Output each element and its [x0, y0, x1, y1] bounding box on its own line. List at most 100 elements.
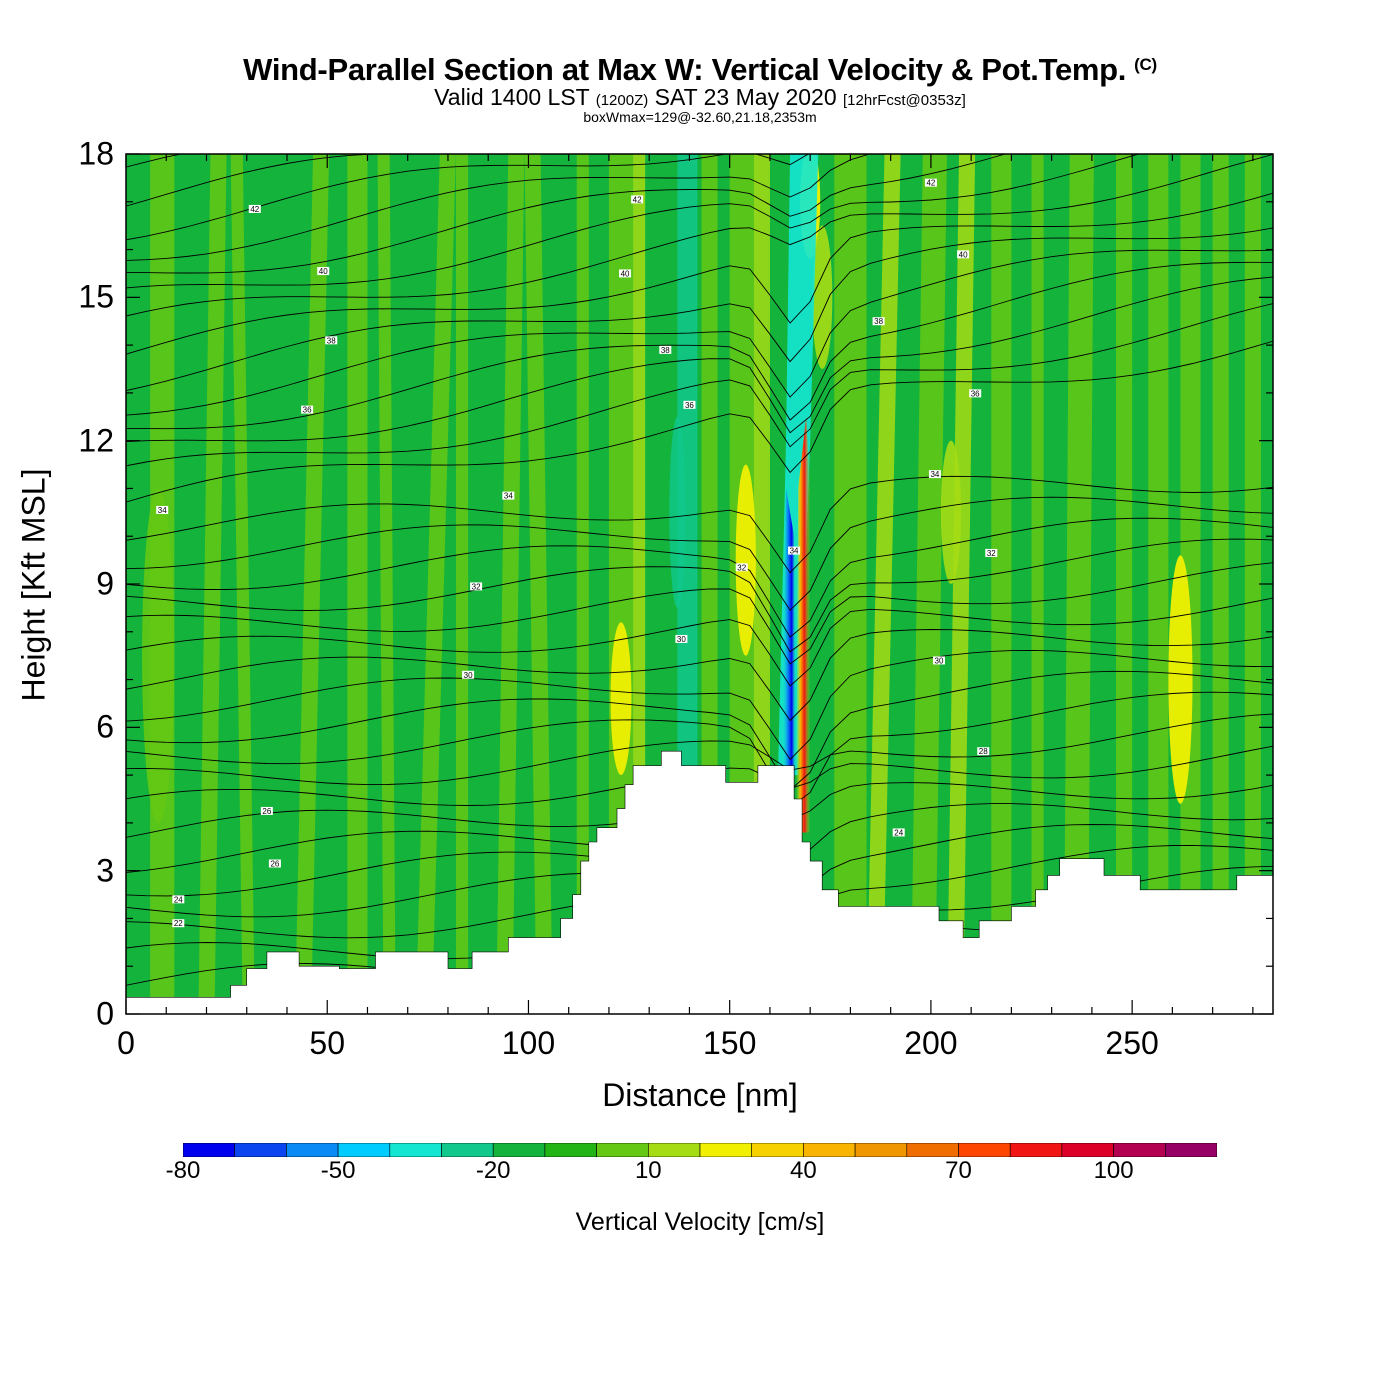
theta-contour	[126, 691, 1273, 809]
svg-text:40: 40	[621, 269, 630, 278]
box-wmax-info: boxWmax=129@-32.60,21.18,2353m	[583, 109, 817, 125]
theta-contour	[126, 0, 1273, 135]
svg-text:24: 24	[894, 828, 903, 837]
colorbar-tick-label: 70	[945, 1157, 972, 1184]
colorbar-swatch	[183, 1143, 236, 1157]
weak-downdraft-area	[669, 416, 686, 608]
contour-label: 36	[301, 405, 314, 415]
contour-label: 26	[260, 806, 273, 816]
weak-updraft-area	[940, 440, 962, 584]
colorbar-swatch	[1009, 1143, 1063, 1157]
velocity-streak	[910, 154, 947, 1014]
contour-label: 38	[872, 317, 885, 326]
downdraft-core	[782, 488, 797, 776]
copyright-mark: (C)	[1134, 55, 1157, 74]
chart-subtitle: Valid 1400 LST (1200Z) SAT 23 May 2020 […	[434, 84, 966, 110]
weak-updraft-area	[142, 488, 175, 823]
colorbar-tick-label: -80	[165, 1157, 201, 1184]
contour-label: 32	[470, 582, 483, 591]
y-tick-label: 12	[78, 422, 114, 459]
svg-text:32: 32	[987, 549, 996, 558]
theta-contour	[126, 303, 1273, 467]
theta-contour	[126, 562, 1273, 665]
svg-text:38: 38	[661, 346, 670, 355]
svg-text:24: 24	[174, 895, 183, 904]
theta-contour	[126, 340, 1273, 503]
svg-text:40: 40	[319, 267, 328, 276]
velocity-streak	[295, 154, 330, 1014]
weak-updraft-area	[735, 464, 756, 656]
updraft-core	[796, 416, 811, 833]
y-tick-label: 18	[78, 135, 114, 172]
theta-contour	[126, 629, 1273, 722]
svg-text:26: 26	[270, 860, 279, 869]
x-tick-label: 100	[501, 1025, 556, 1061]
svg-text:42: 42	[926, 179, 935, 188]
velocity-streak	[866, 154, 901, 1014]
colorbar-swatch	[389, 1143, 442, 1157]
svg-text:30: 30	[677, 635, 686, 644]
colorbar-swatch	[544, 1143, 597, 1157]
velocity-streak	[377, 154, 396, 1014]
contour-label: 30	[675, 634, 688, 644]
weak-updraft-area	[812, 225, 833, 369]
velocity-streak	[834, 154, 867, 1014]
contour-label: 22	[172, 919, 185, 928]
y-tick-label: 0	[96, 995, 114, 1032]
theta-contour	[126, 475, 1273, 574]
svg-text:34: 34	[504, 492, 513, 501]
svg-text:32: 32	[472, 582, 481, 591]
svg-text:42: 42	[250, 205, 259, 214]
svg-text:34: 34	[158, 506, 167, 515]
svg-text:36: 36	[971, 389, 980, 398]
theta-contour	[126, 649, 1273, 761]
colorbar-swatch	[699, 1143, 753, 1157]
contour-label: 34	[156, 505, 169, 515]
theta-contour	[126, 154, 1007, 274]
velocity-streak	[198, 154, 227, 1014]
contour-label: 26	[268, 859, 281, 869]
svg-text:22: 22	[174, 919, 183, 928]
velocity-streak	[991, 154, 1012, 1014]
contour-label: 24	[172, 895, 185, 904]
svg-text:42: 42	[633, 195, 642, 204]
theta-contour	[126, 192, 1273, 355]
contour-label: 42	[248, 204, 261, 214]
colorbar-swatch	[647, 1143, 701, 1157]
colorbar-swatch	[803, 1143, 856, 1157]
x-axis-label: Distance [nm]	[602, 1077, 798, 1113]
velocity-streak	[456, 154, 469, 1014]
chart-title: Wind-Parallel Section at Max W: Vertical…	[243, 52, 1157, 87]
theta-contour	[126, 249, 1273, 416]
colorbar	[183, 1143, 1217, 1157]
velocity-streak	[1148, 154, 1169, 1014]
svg-text:30: 30	[935, 656, 944, 665]
theta-contour	[126, 276, 1273, 443]
theta-contour	[126, 154, 184, 168]
contour-label: 34	[502, 491, 515, 501]
colorbar-swatch	[286, 1143, 339, 1157]
theta-contour	[126, 261, 1273, 430]
svg-text:34: 34	[790, 547, 799, 556]
theta-contour	[126, 154, 1141, 289]
svg-text:36: 36	[303, 406, 312, 415]
svg-text:30: 30	[464, 671, 473, 680]
svg-text:36: 36	[685, 401, 694, 410]
contour-label: 28	[977, 747, 990, 756]
velocity-streak	[1212, 154, 1229, 1014]
theta-contour	[126, 227, 1273, 392]
y-tick-label: 15	[78, 278, 114, 315]
theta-contour	[126, 597, 1273, 687]
velocity-streak	[230, 154, 255, 1014]
velocity-streak	[496, 154, 525, 1014]
contour-label: 30	[462, 670, 475, 680]
svg-text:26: 26	[262, 807, 271, 816]
contour-label: 32	[735, 563, 748, 572]
theta-contour	[126, 154, 511, 207]
colorbar-tick-label: -50	[320, 1157, 356, 1184]
contour-label: 36	[969, 389, 982, 398]
colorbar-swatch	[234, 1143, 287, 1157]
contour-label: 40	[957, 250, 970, 259]
colorbar-swatch	[1113, 1143, 1166, 1157]
terrain-mask	[126, 750, 1273, 1014]
